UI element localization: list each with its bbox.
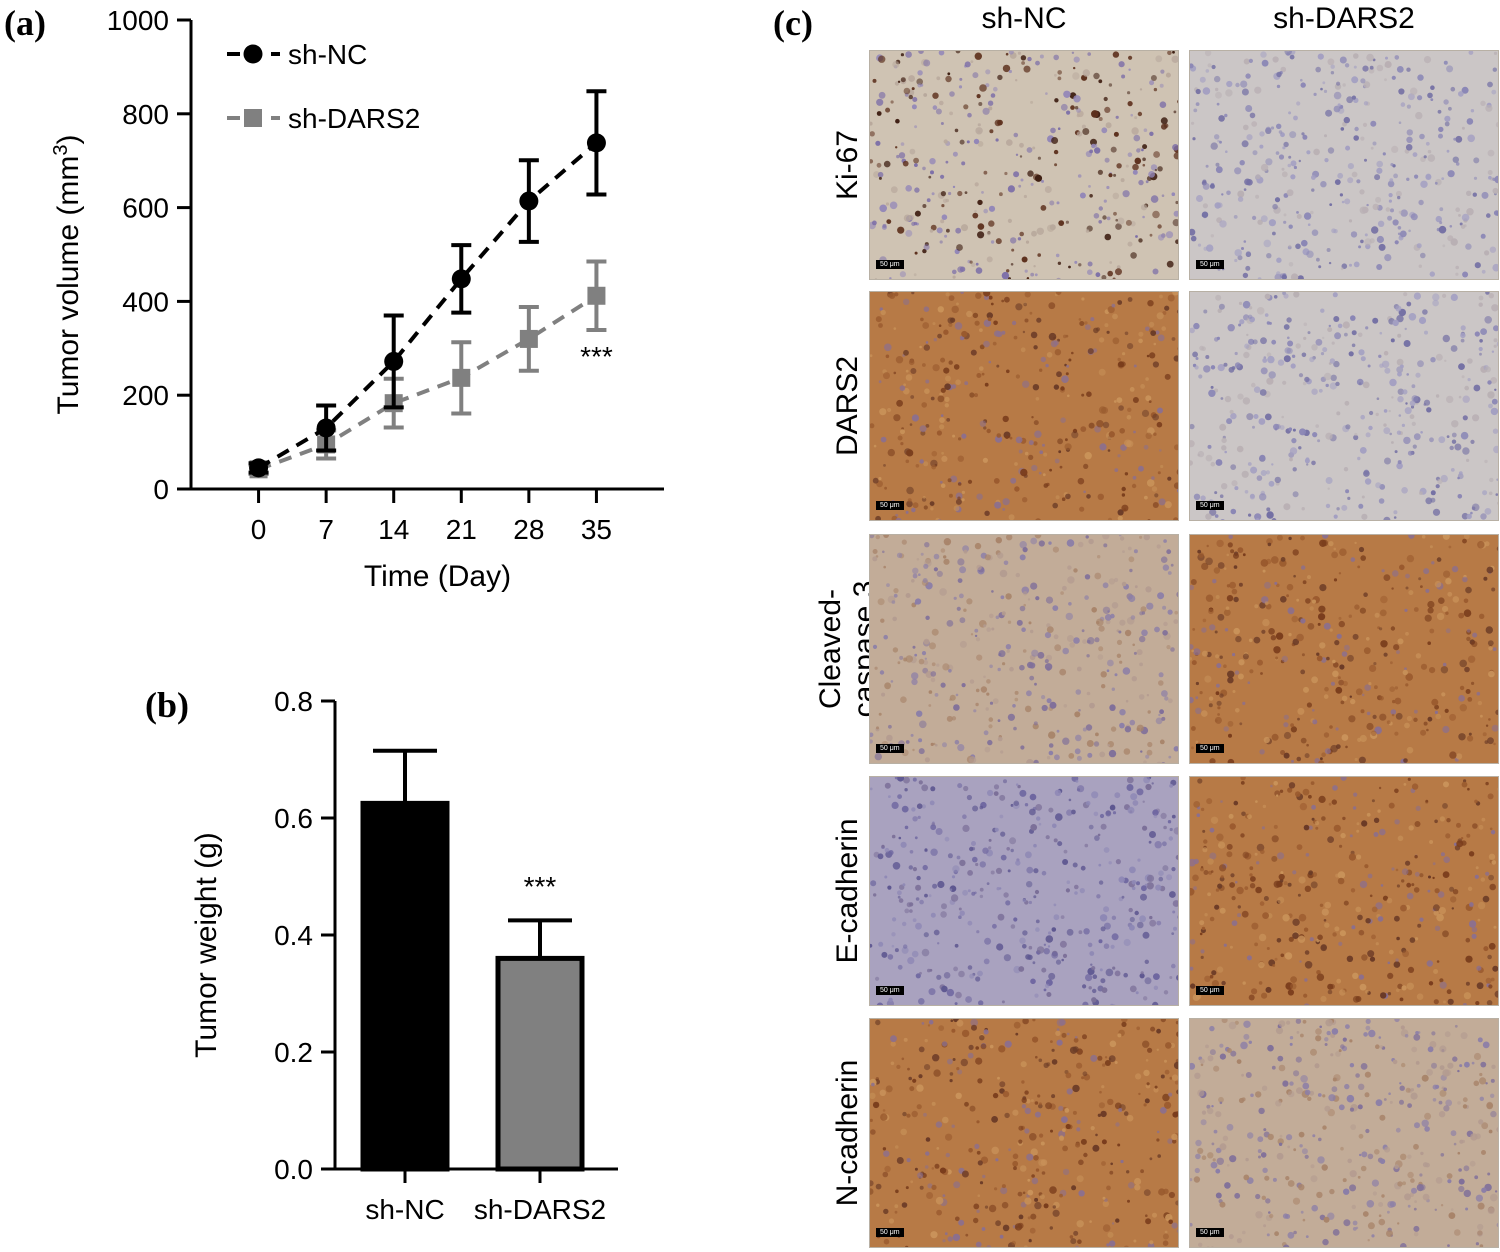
x-tick-label: 35 <box>581 514 612 545</box>
legend-marker <box>243 44 263 64</box>
legend-item: sh-DARS2 <box>227 103 420 134</box>
panel-label-b: (b) <box>145 685 189 725</box>
legend-item: sh-NC <box>227 39 367 70</box>
scale-bar: 50 μm <box>876 1228 904 1237</box>
legend-label: sh-NC <box>288 39 367 70</box>
micrograph-1-1: 50 μm <box>1189 291 1499 521</box>
micrograph-4-1: 50 μm <box>1189 1018 1499 1248</box>
y-tick-label: 0.6 <box>274 803 313 834</box>
scale-bar: 50 μm <box>1196 1228 1224 1237</box>
significance-marker: *** <box>580 341 613 372</box>
panel-label-a: (a) <box>4 3 46 43</box>
legend-label: sh-DARS2 <box>288 103 420 134</box>
y-tick-label: 0.0 <box>274 1154 313 1185</box>
micrograph-1-0: 50 μm <box>869 291 1179 521</box>
scale-bar: 50 μm <box>1196 744 1224 753</box>
tissue-texture <box>870 1019 1178 1247</box>
data-point <box>519 191 539 211</box>
data-point <box>452 368 471 387</box>
series-sh-dars2 <box>248 259 607 479</box>
column-header-sh-nc: sh-NC <box>981 2 1067 35</box>
row-label-text: E-cadherin <box>831 818 864 964</box>
tissue-texture <box>870 535 1178 763</box>
line-chart-a: 0 200 400 600 800 1000 0 7 14 21 28 35 Time (Day) Tum… <box>50 5 664 593</box>
tissue-texture <box>870 777 1178 1005</box>
bar-sh-dars2 <box>495 955 585 1172</box>
micrograph-3-1: 50 μm <box>1189 776 1499 1006</box>
data-point <box>384 351 404 371</box>
y-axis-title: Tumor weight (g) <box>190 832 223 1058</box>
x-tick-label: 28 <box>513 514 544 545</box>
x-tick-label: 14 <box>378 514 409 545</box>
data-point <box>249 458 269 478</box>
micrograph-4-0: 50 μm <box>869 1018 1179 1248</box>
micrograph-0-1: 50 μm <box>1189 50 1499 280</box>
bar-group-sh-dars2: sh-DARS2 <box>474 918 606 1225</box>
tissue-texture <box>1190 1019 1498 1247</box>
micrograph-3-0: 50 μm <box>869 776 1179 1006</box>
tissue-texture <box>1190 51 1498 279</box>
y-tick-label: 0.2 <box>274 1037 313 1068</box>
x-tick-label: 21 <box>446 514 477 545</box>
series-line <box>257 294 598 472</box>
scale-bar: 50 μm <box>1196 986 1224 995</box>
bar-group-sh-nc: sh-NC <box>360 748 450 1225</box>
y-tick-label: 200 <box>122 380 169 411</box>
scale-bar: 50 μm <box>876 501 904 510</box>
y-tick-label: 800 <box>122 99 169 130</box>
y-tick-label: 600 <box>122 193 169 224</box>
tissue-texture <box>870 292 1178 520</box>
row-label-text: Ki-67 <box>831 129 864 201</box>
data-point <box>587 286 606 305</box>
data-point <box>586 133 606 153</box>
x-tick-label: 7 <box>318 514 334 545</box>
scale-bar: 50 μm <box>1196 260 1224 269</box>
x-axis-title: Time (Day) <box>364 560 511 593</box>
bar-chart-b: 0.0 0.2 0.4 0.6 0.8 sh-NC sh-DARS2 *** Tumor wei… <box>190 686 618 1225</box>
y-tick-label: 0.8 <box>274 686 313 717</box>
y-tick-label: 400 <box>122 286 169 317</box>
y-axis-title: Tumor volume (mm3) <box>50 134 85 414</box>
micrograph-2-0: 50 μm <box>869 534 1179 764</box>
micrograph-2-1: 50 μm <box>1189 534 1499 764</box>
row-label-text: Cleaved- <box>814 588 847 710</box>
y-tick-label: 0.4 <box>274 920 313 951</box>
legend-marker <box>244 109 262 127</box>
tissue-texture <box>870 51 1178 279</box>
significance-marker: *** <box>524 871 557 902</box>
scale-bar: 50 μm <box>876 744 904 753</box>
x-tick-label: 0 <box>251 514 267 545</box>
scale-bar: 50 μm <box>876 986 904 995</box>
data-point <box>316 418 336 438</box>
tissue-texture <box>1190 292 1498 520</box>
data-point <box>519 329 538 348</box>
x-tick-label: sh-NC <box>365 1194 444 1225</box>
micrograph-0-0: 50 μm <box>869 50 1179 280</box>
y-tick-label: 0 <box>153 474 169 505</box>
scale-bar: 50 μm <box>876 260 904 269</box>
charts-figure: 0 200 400 600 800 1000 0 7 14 21 28 35 Time (Day) Tum… <box>50 5 664 1225</box>
tissue-texture <box>1190 777 1498 1005</box>
data-point <box>451 269 471 289</box>
row-label-text: DARS2 <box>831 355 864 457</box>
x-tick-label: sh-DARS2 <box>474 1194 606 1225</box>
scale-bar: 50 μm <box>1196 501 1224 510</box>
y-tick-label: 1000 <box>107 5 169 36</box>
row-label-text: N-cadherin <box>831 1059 864 1207</box>
tissue-texture <box>1190 535 1498 763</box>
series-line <box>257 141 598 470</box>
series-sh-nc <box>248 89 607 478</box>
column-header-sh-dars2: sh-DARS2 <box>1273 2 1415 35</box>
bar-sh-nc <box>360 800 450 1172</box>
panel-label-c: (c) <box>773 3 813 43</box>
